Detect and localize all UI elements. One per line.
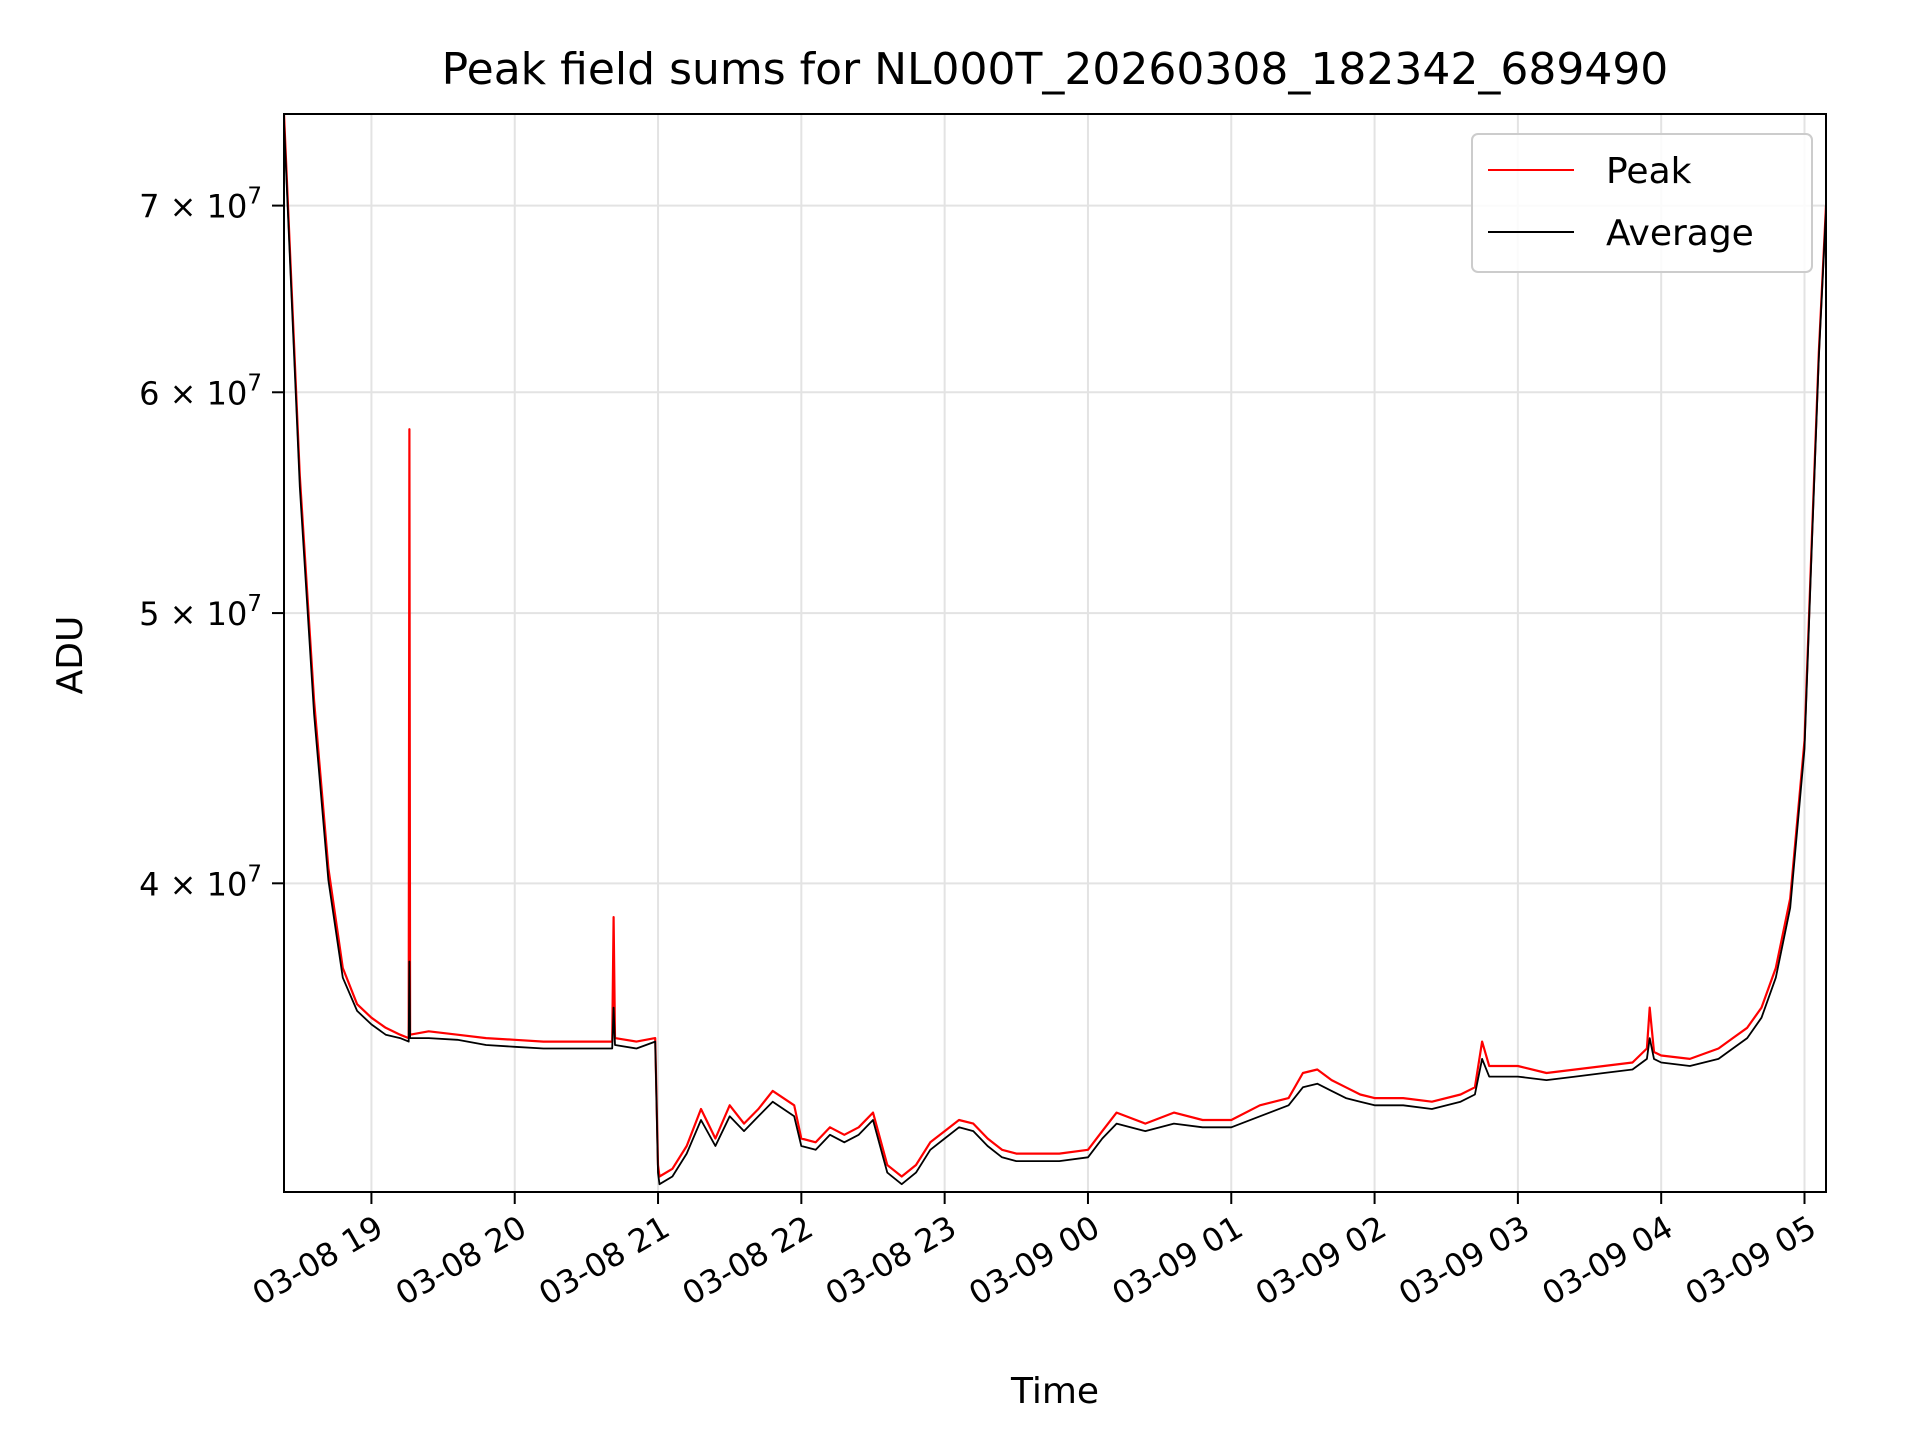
series-layer: [284, 114, 1826, 1186]
plot-frame: [283, 113, 1827, 1193]
y-tick-label: 4 × 107: [139, 861, 262, 903]
legend: Peak Average: [1471, 133, 1813, 273]
y-tick-exponent: 7: [247, 591, 262, 617]
legend-label-peak: Peak: [1606, 151, 1692, 192]
y-tick-mantissa: 7: [139, 188, 159, 226]
y-tick-times: × 10: [159, 595, 247, 633]
y-tick-label: 7 × 107: [139, 184, 262, 226]
y-tick-label: 6 × 107: [139, 370, 262, 412]
y-tick-times: × 10: [159, 865, 247, 903]
y-tick-exponent: 7: [247, 861, 262, 887]
legend-label-average: Average: [1606, 213, 1754, 254]
series-line-peak: [284, 114, 1826, 1178]
y-axis-title: ADU: [50, 616, 91, 695]
y-tick-mantissa: 6: [139, 374, 159, 412]
y-tick-times: × 10: [159, 188, 247, 226]
y-tick-exponent: 7: [247, 184, 262, 210]
y-tick-exponent: 7: [247, 370, 262, 396]
series-line-average: [284, 121, 1826, 1186]
legend-box: [1471, 133, 1813, 273]
x-axis-title: Time: [1010, 1371, 1099, 1412]
y-tick-mantissa: 5: [139, 595, 159, 633]
chart-title: Peak field sums for NL000T_20260308_1823…: [442, 44, 1669, 95]
y-tick-label: 5 × 107: [139, 591, 262, 633]
y-tick-mantissa: 4: [139, 865, 159, 903]
grid: [284, 114, 1826, 1192]
y-tick-times: × 10: [159, 374, 247, 412]
